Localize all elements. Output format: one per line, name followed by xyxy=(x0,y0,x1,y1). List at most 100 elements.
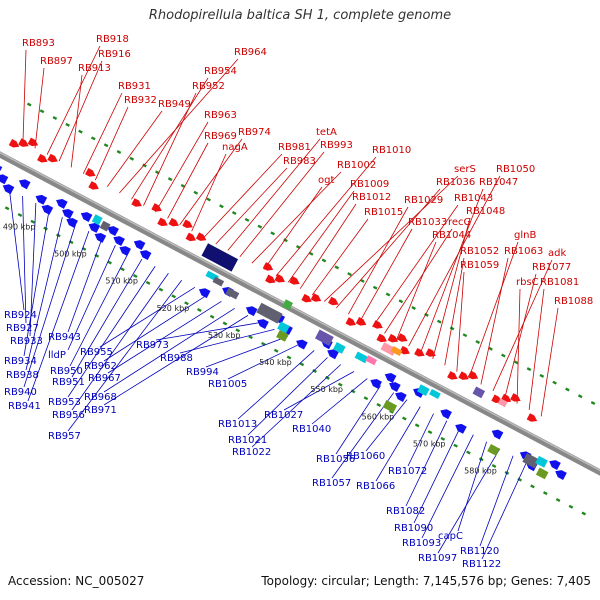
tick-mark xyxy=(210,315,215,319)
gene-label-top: RB1029 xyxy=(404,195,443,206)
leader-line xyxy=(457,272,464,372)
leader-line xyxy=(216,168,287,244)
tick-mark xyxy=(171,294,176,298)
gene-arrow xyxy=(111,234,124,246)
gene-arrow xyxy=(47,154,59,165)
tick-mark xyxy=(475,340,480,344)
tick-mark xyxy=(91,136,96,140)
tick-mark xyxy=(206,197,211,201)
gene-box xyxy=(355,351,369,363)
gene-label-top: RB1012 xyxy=(352,192,391,203)
tick-mark xyxy=(581,512,586,516)
genome-map: 490 kbp500 kbp510 kbp520 kbp530 kbp540 k… xyxy=(0,0,600,600)
leader-line xyxy=(71,75,82,167)
gene-label-bottom: RB1013 xyxy=(218,419,257,430)
gene-label-top: RB1077 xyxy=(532,262,571,273)
tick-mark xyxy=(466,450,471,454)
gene-label-bottom: RB1057 xyxy=(312,478,351,489)
gene-layer xyxy=(0,138,567,480)
gene-label-bottom: RB1097 xyxy=(418,553,457,564)
gene-label-bottom: RB962 xyxy=(84,361,117,372)
tick-mark xyxy=(527,367,532,371)
kbp-label: 580 kbp xyxy=(464,467,497,476)
tick-mark xyxy=(364,396,369,400)
leader-line xyxy=(264,187,322,270)
gene-label-bottom: RB934 xyxy=(4,356,37,367)
gene-arrow xyxy=(17,177,30,189)
leader-line xyxy=(59,61,102,161)
gene-box xyxy=(487,444,500,456)
tick-mark xyxy=(258,225,263,229)
gene-label-top: RB954 xyxy=(204,66,237,77)
gene-label-top: RB983 xyxy=(283,156,316,167)
leader-line xyxy=(529,289,544,410)
tick-mark xyxy=(104,143,109,147)
tick-mark xyxy=(415,423,420,427)
gene-arrow xyxy=(438,407,451,419)
leader-line xyxy=(481,258,508,384)
gene-label-top: RB963 xyxy=(204,110,237,121)
gene-label-bottom: RB951 xyxy=(52,377,85,388)
gene-arrow xyxy=(468,371,480,382)
tick-mark xyxy=(245,218,250,222)
gene-label-top: RB1043 xyxy=(454,193,493,204)
gene-label-top: RB897 xyxy=(40,56,73,67)
gene-label-top: nagA xyxy=(222,142,248,153)
tick-mark xyxy=(463,333,468,337)
gene-arrow xyxy=(186,233,198,244)
tick-mark xyxy=(347,272,352,276)
leader-line xyxy=(482,463,526,559)
gene-label-top: RB949 xyxy=(158,99,191,110)
gene-arrow xyxy=(138,248,151,260)
tick-mark xyxy=(556,498,561,502)
tick-mark xyxy=(129,157,134,161)
gene-arrow xyxy=(85,168,97,179)
gene-arrow xyxy=(131,198,143,209)
gene-arrow xyxy=(54,197,67,209)
gene-label-bottom: RB1040 xyxy=(292,424,331,435)
tick-mark xyxy=(270,231,275,235)
gene-label-top: RB969 xyxy=(204,131,237,142)
gene-label-top: glnB xyxy=(514,230,536,241)
gene-label-bottom: RB953 xyxy=(48,397,81,408)
tick-mark xyxy=(402,417,407,421)
gene-arrow xyxy=(356,317,368,328)
gene-label-bottom: RB1005 xyxy=(208,379,247,390)
gene-arrow xyxy=(37,154,49,165)
gene-label-bottom: RB1021 xyxy=(228,435,267,446)
gene-label-top: RB893 xyxy=(22,38,55,49)
gene-label-top: RB916 xyxy=(98,49,131,60)
tick-mark xyxy=(193,191,198,195)
gene-label-top: RB1047 xyxy=(479,177,518,188)
gene-arrow xyxy=(387,380,400,392)
tick-mark xyxy=(322,259,327,263)
gene-arrow xyxy=(453,422,466,434)
gene-arrow xyxy=(393,390,406,402)
tick-mark xyxy=(543,491,548,495)
gene-label-bottom: RB1090 xyxy=(394,523,433,534)
tick-mark xyxy=(399,299,404,303)
gene-arrow xyxy=(294,337,307,349)
gene-arrow xyxy=(547,458,560,470)
tick-mark xyxy=(373,286,378,290)
gene-arrow xyxy=(93,231,106,243)
gene-arrow xyxy=(553,468,566,480)
gene-arrow xyxy=(0,172,8,184)
gene-label-bottom: RB938 xyxy=(6,370,39,381)
gene-label-bottom: RB924 xyxy=(4,310,37,321)
gene-arrow xyxy=(414,348,426,359)
kbp-label: 560 kbp xyxy=(362,412,395,421)
gene-label-top: RB1002 xyxy=(337,160,376,171)
kbp-label: 530 kbp xyxy=(208,331,241,340)
leader-line xyxy=(35,68,44,148)
gene-arrow xyxy=(157,218,169,229)
tick-mark xyxy=(386,292,391,296)
kbp-label: 540 kbp xyxy=(259,358,292,367)
tick-mark xyxy=(232,211,237,215)
label-layer: 490 kbp500 kbp510 kbp520 kbp530 kbp540 k… xyxy=(3,34,593,570)
tick-mark xyxy=(78,130,83,134)
tick-mark xyxy=(18,213,23,217)
kbp-label: 570 kbp xyxy=(413,439,446,448)
leader-line xyxy=(505,274,536,397)
gene-label-top: tetA xyxy=(316,127,337,138)
